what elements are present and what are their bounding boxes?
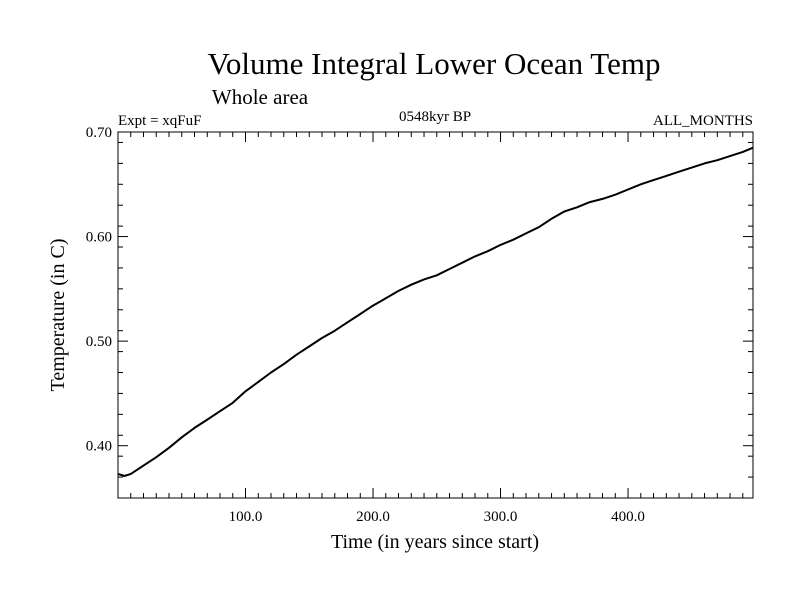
y-tick-label: 0.40 xyxy=(86,439,112,455)
period-label: 0548kyr BP xyxy=(399,109,471,125)
series-line xyxy=(117,146,754,477)
x-tick-label: 100.0 xyxy=(229,509,263,525)
months-label: ALL_MONTHS xyxy=(653,113,753,129)
expt-label: Expt = xqFuF xyxy=(118,113,201,129)
x-tick-label: 300.0 xyxy=(484,509,518,525)
x-axis-label: Time (in years since start) xyxy=(331,531,539,553)
plot-frame xyxy=(117,131,754,499)
y-tick-label: 0.70 xyxy=(86,125,112,141)
ticks-layer xyxy=(118,131,753,498)
y-tick-label: 0.60 xyxy=(86,230,112,246)
chart-title: Volume Integral Lower Ocean Temp xyxy=(208,46,661,81)
chart-subtitle: Whole area xyxy=(212,85,309,109)
x-tick-label: 400.0 xyxy=(611,509,645,525)
y-axis-label: Temperature (in C) xyxy=(47,239,69,392)
y-tick-label: 0.50 xyxy=(86,334,112,350)
x-tick-label: 200.0 xyxy=(356,509,390,525)
tick-labels-layer: 100.0 200.0 300.0 400.0 0.40 0.50 0.60 0.70 xyxy=(86,125,645,525)
